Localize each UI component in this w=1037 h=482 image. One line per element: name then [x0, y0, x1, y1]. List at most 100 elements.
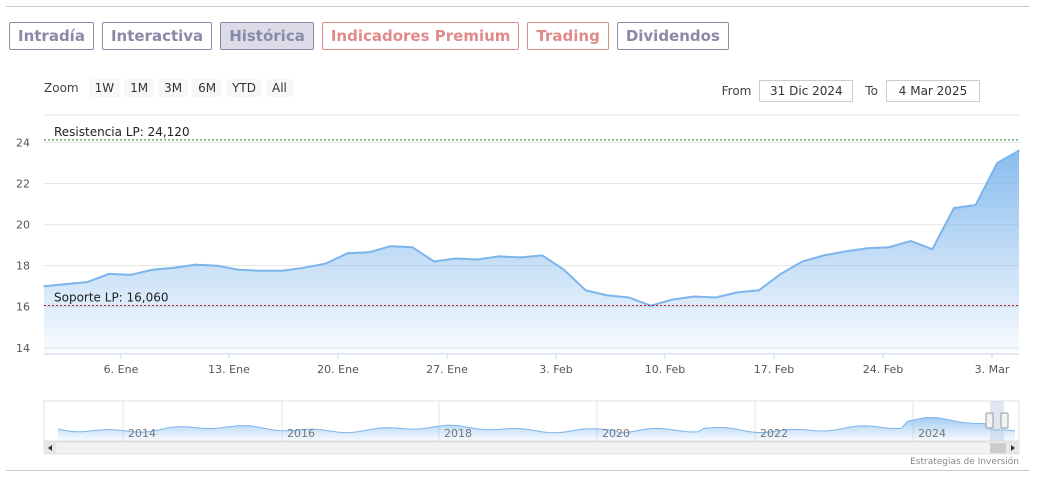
data-point	[1018, 149, 1020, 152]
data-point	[844, 250, 847, 253]
annotation-label-1: Soporte LP: 16,060	[54, 291, 169, 305]
data-point	[108, 273, 110, 275]
data-point	[129, 274, 132, 276]
data-point	[671, 298, 674, 301]
tab-1[interactable]: Interactiva	[101, 22, 213, 50]
data-point	[888, 246, 890, 248]
x-tick-label-6: 17. Feb	[754, 363, 794, 376]
from-label: From	[721, 84, 752, 98]
navigator-year-label-3: 2020	[602, 427, 630, 440]
navigator-year-label-1: 2016	[287, 427, 315, 440]
data-point	[953, 207, 955, 209]
x-tick-label-8: 3. Mar	[975, 363, 1010, 376]
data-point	[303, 266, 305, 269]
y-tick-label-2: 18	[16, 260, 30, 273]
y-tick-label-3: 20	[16, 219, 30, 232]
chart-tabs: Intradía Interactiva Histórica Indicadores …	[9, 22, 729, 50]
navigator-year-label-2: 2018	[444, 427, 472, 440]
zoom-button-3[interactable]: 6M	[192, 79, 223, 97]
tab-3[interactable]: Indicadores Premium	[321, 22, 520, 50]
from-date-input[interactable]: 31 Dic 2024	[759, 80, 854, 102]
x-tick-label-4: 3. Feb	[539, 363, 572, 376]
x-tick-label-2: 20. Ene	[317, 363, 359, 376]
data-point	[238, 268, 240, 271]
data-point	[281, 269, 284, 272]
y-tick-label-5: 24	[16, 136, 30, 149]
y-tick-label-0: 14	[16, 342, 30, 355]
data-point	[86, 281, 89, 283]
data-point	[584, 289, 587, 292]
data-point	[216, 264, 219, 267]
to-date-input[interactable]: 4 Mar 2025	[886, 80, 980, 102]
x-tick-label-7: 24. Feb	[863, 363, 903, 376]
data-point	[974, 204, 977, 206]
zoom-label: Zoom	[44, 81, 79, 95]
tab-5[interactable]: Dividendos	[616, 22, 729, 50]
navigator-area	[58, 417, 1015, 441]
zoom-button-0[interactable]: 1W	[88, 79, 121, 97]
price-area	[44, 150, 1019, 354]
navigator-selection	[990, 401, 1004, 441]
scrollbar-track	[43, 441, 1020, 455]
data-point	[43, 285, 45, 288]
scrollbar-thumb[interactable]	[990, 443, 1006, 453]
zoom-button-4[interactable]: YTD	[226, 79, 262, 97]
data-point	[173, 266, 175, 269]
data-point	[823, 254, 825, 257]
zoom-button-1[interactable]: 1M	[124, 79, 155, 97]
data-point	[368, 251, 370, 254]
data-point	[801, 260, 804, 263]
zoom-button-5[interactable]: All	[266, 79, 293, 97]
navigator-year-label-5: 2024	[918, 427, 946, 440]
zoom-selector: Zoom 1W 1M 3M 6M YTD All	[44, 79, 293, 97]
data-point	[541, 254, 544, 257]
data-point	[714, 296, 717, 299]
data-point	[996, 162, 999, 164]
data-point	[346, 252, 349, 255]
data-point	[736, 291, 739, 294]
navigator-year-label-0: 2014	[128, 427, 156, 440]
navigator-line	[57, 416, 1016, 434]
scroll-right-arrow-icon	[1011, 445, 1015, 451]
scroll-left-arrow-icon	[48, 445, 52, 451]
data-point	[693, 295, 695, 298]
price-line	[43, 149, 1020, 307]
data-point	[151, 268, 154, 271]
chart-credits[interactable]: Estrategias de Inversión	[910, 457, 1019, 467]
to-label: To	[865, 84, 878, 98]
data-point	[779, 273, 782, 275]
navigator-handle-left[interactable]	[985, 412, 994, 429]
tab-0[interactable]: Intradía	[9, 22, 94, 50]
data-point	[498, 255, 500, 258]
y-tick-label-1: 16	[16, 301, 30, 314]
data-point	[411, 246, 414, 248]
data-point	[628, 296, 630, 299]
data-point	[758, 289, 760, 292]
data-point	[389, 245, 392, 247]
tab-2[interactable]: Histórica	[220, 22, 314, 50]
x-tick-label-0: 6. Ene	[104, 363, 139, 376]
data-point	[194, 263, 197, 266]
top-divider	[6, 6, 1029, 7]
annotation-label-0: Resistencia LP: 24,120	[54, 125, 190, 139]
data-point	[519, 256, 522, 259]
navigator-year-label-4: 2022	[760, 427, 788, 440]
data-point	[476, 258, 479, 261]
data-point	[909, 240, 912, 242]
data-point	[433, 260, 435, 263]
navigator-handle-right[interactable]	[1000, 412, 1009, 429]
data-point	[454, 257, 457, 260]
date-range-selector: From 31 Dic 2024 To 4 Mar 2025	[722, 80, 980, 102]
data-point	[259, 269, 262, 272]
zoom-button-2[interactable]: 3M	[158, 79, 189, 97]
data-point	[606, 294, 609, 297]
x-tick-label-3: 27. Ene	[426, 363, 468, 376]
x-tick-label-1: 13. Ene	[208, 363, 250, 376]
bottom-divider	[6, 470, 1029, 471]
tab-4[interactable]: Trading	[527, 22, 609, 50]
y-tick-label-4: 22	[16, 177, 30, 190]
data-point	[64, 283, 67, 285]
data-point	[563, 268, 565, 271]
data-point	[931, 248, 934, 251]
